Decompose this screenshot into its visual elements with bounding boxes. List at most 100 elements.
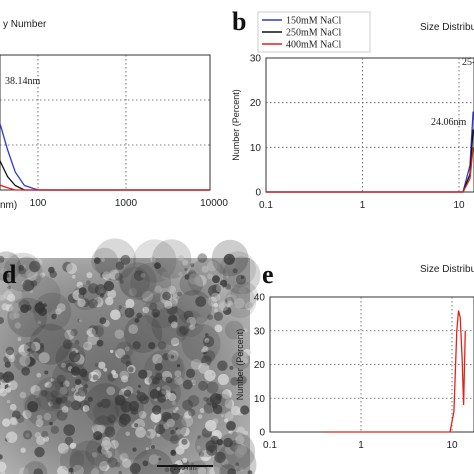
dark-cluster bbox=[220, 251, 256, 288]
particle bbox=[99, 460, 110, 472]
series-line-s250 bbox=[0, 159, 210, 191]
dark-cluster bbox=[187, 258, 227, 298]
particle bbox=[138, 410, 147, 419]
y-tick-label: 30 bbox=[254, 326, 266, 337]
particle bbox=[148, 454, 160, 465]
legend-label: 150mM NaCl bbox=[286, 16, 342, 27]
particle bbox=[161, 271, 170, 280]
particle bbox=[13, 312, 20, 319]
particle bbox=[197, 467, 207, 474]
particle bbox=[121, 375, 129, 383]
particle bbox=[244, 301, 254, 311]
x-axis-label: nm) bbox=[0, 200, 17, 211]
particle bbox=[74, 339, 80, 345]
particle bbox=[226, 421, 236, 431]
particle bbox=[71, 274, 76, 279]
particle bbox=[78, 292, 85, 299]
particle bbox=[81, 371, 92, 382]
particle bbox=[199, 408, 205, 413]
particle bbox=[0, 268, 8, 275]
particle bbox=[50, 390, 59, 399]
particle bbox=[115, 462, 121, 468]
particle bbox=[181, 438, 188, 445]
particle bbox=[77, 318, 82, 323]
particle bbox=[235, 462, 239, 467]
particle bbox=[110, 309, 121, 321]
particle bbox=[0, 255, 5, 263]
particle bbox=[118, 470, 122, 474]
particle bbox=[170, 450, 177, 456]
particle bbox=[196, 445, 201, 450]
particle bbox=[115, 261, 125, 270]
particle bbox=[77, 298, 86, 307]
particle bbox=[205, 440, 217, 452]
particle bbox=[55, 397, 63, 404]
particle bbox=[224, 399, 235, 409]
particle bbox=[51, 313, 57, 320]
particle bbox=[66, 263, 77, 274]
particle bbox=[17, 337, 22, 342]
particle bbox=[188, 408, 196, 417]
particle bbox=[105, 296, 114, 306]
particle bbox=[138, 369, 148, 379]
particle bbox=[214, 451, 226, 463]
particle bbox=[20, 447, 26, 453]
particle bbox=[170, 337, 180, 347]
panel-b-letter: b bbox=[232, 7, 246, 36]
dark-cluster bbox=[34, 377, 69, 412]
particle bbox=[78, 368, 88, 378]
particle bbox=[6, 399, 11, 404]
particle bbox=[118, 305, 122, 309]
y-tick-label: 10 bbox=[254, 394, 266, 405]
micrograph-particles bbox=[0, 238, 261, 474]
particle bbox=[49, 270, 57, 278]
particle bbox=[235, 435, 245, 445]
x-tick-label: 1 bbox=[358, 440, 364, 451]
particle bbox=[180, 426, 190, 437]
particle bbox=[22, 279, 35, 292]
particle bbox=[34, 431, 42, 439]
particle bbox=[157, 394, 166, 403]
particle bbox=[18, 344, 30, 356]
particle bbox=[99, 293, 105, 298]
dark-cluster bbox=[148, 376, 182, 410]
dark-cluster bbox=[152, 239, 192, 279]
particle bbox=[181, 415, 194, 427]
particle bbox=[0, 294, 6, 301]
particle bbox=[182, 259, 189, 266]
particle bbox=[7, 285, 12, 290]
particle bbox=[234, 465, 238, 469]
particle bbox=[154, 419, 158, 423]
particle bbox=[38, 352, 50, 364]
dark-cluster bbox=[224, 286, 257, 319]
particle bbox=[29, 260, 41, 273]
particle bbox=[132, 447, 137, 452]
particle bbox=[171, 412, 180, 421]
dark-cluster bbox=[131, 449, 174, 474]
y-tick-label: 40 bbox=[254, 293, 266, 304]
particle bbox=[75, 392, 80, 397]
particle bbox=[125, 298, 135, 309]
particle bbox=[118, 417, 128, 427]
dark-cluster bbox=[176, 290, 212, 326]
particle bbox=[221, 389, 232, 400]
particle bbox=[145, 428, 156, 439]
particle bbox=[94, 284, 107, 296]
particle bbox=[213, 311, 223, 321]
particle bbox=[120, 254, 131, 265]
particle bbox=[162, 291, 171, 301]
particle bbox=[231, 405, 241, 416]
particle bbox=[5, 304, 14, 312]
particle bbox=[209, 466, 222, 474]
particle bbox=[240, 355, 247, 361]
particle bbox=[50, 378, 54, 382]
y-axis-label: Number (Percent) bbox=[231, 89, 241, 161]
particle bbox=[171, 400, 177, 406]
dark-cluster bbox=[93, 238, 136, 281]
particle bbox=[35, 393, 40, 398]
particle bbox=[130, 407, 139, 415]
dark-cluster bbox=[130, 262, 172, 304]
particle bbox=[23, 430, 33, 440]
particle bbox=[211, 284, 222, 294]
particle bbox=[60, 362, 66, 368]
